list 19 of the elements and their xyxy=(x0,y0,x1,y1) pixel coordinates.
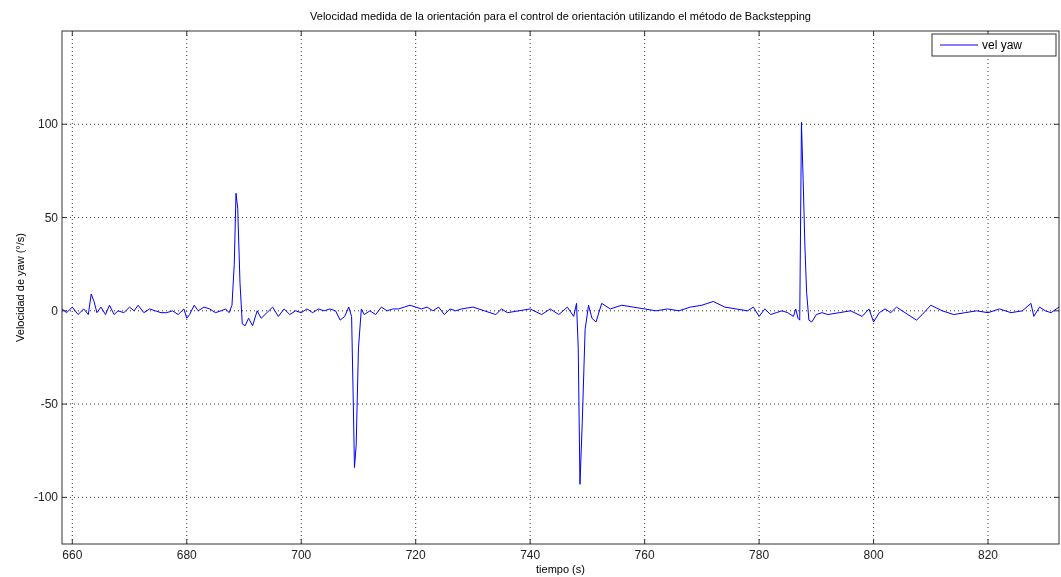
chart-title: Velocidad medida de la orientación para el control de orientación utilizando el método de Backstepping xyxy=(310,10,811,22)
x-tick-label: 820 xyxy=(978,548,999,562)
x-tick-label: 800 xyxy=(863,548,884,562)
x-tick-label: 720 xyxy=(405,548,427,562)
x-tick-label: 780 xyxy=(749,548,770,562)
x-tick-label: 660 xyxy=(62,548,83,562)
y-tick-label: 0 xyxy=(51,303,59,318)
x-axis-title: tiempo (s) xyxy=(536,563,585,575)
y-tick-label: 100 xyxy=(37,117,59,132)
y-axis-title: Velocidad de yaw (°/s) xyxy=(14,233,26,342)
x-tick-label: 740 xyxy=(520,548,541,562)
x-tick-label: 700 xyxy=(291,548,312,562)
y-tick-label: 50 xyxy=(44,210,59,225)
y-tick-label: -100 xyxy=(33,490,59,505)
y-tick-label: -50 xyxy=(40,397,59,412)
legend-label: vel yaw xyxy=(982,38,1023,52)
x-tick-label: 680 xyxy=(176,548,198,562)
x-tick-label: 760 xyxy=(634,548,655,562)
line-series xyxy=(62,121,1059,485)
